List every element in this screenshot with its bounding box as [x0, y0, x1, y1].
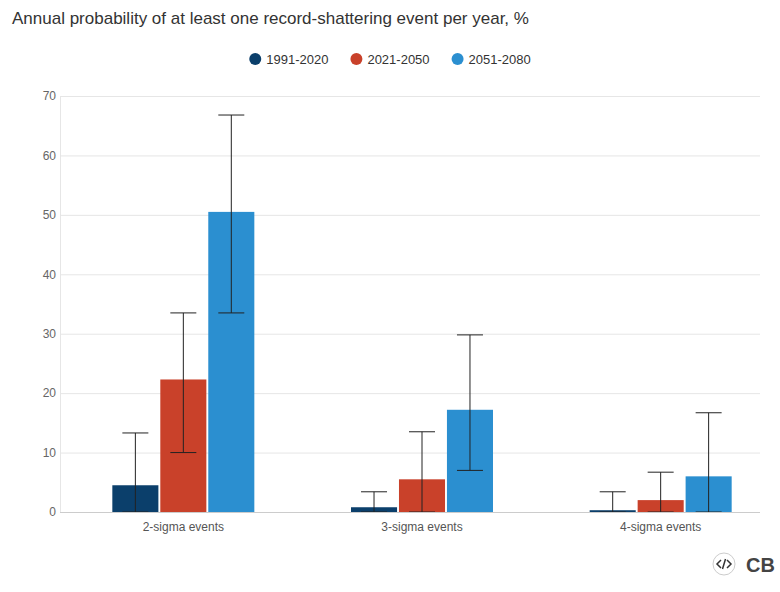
- embed-icon-glyph: [717, 559, 731, 569]
- x-axis-line: [60, 512, 760, 513]
- error-bar: [648, 472, 674, 512]
- y-tick: 10: [43, 446, 760, 460]
- error-bar: [218, 115, 244, 313]
- logo-text: CB: [746, 554, 775, 576]
- y-tick-label: 50: [43, 208, 57, 222]
- y-tick-label: 60: [43, 149, 57, 163]
- branding: CB: [713, 553, 775, 576]
- y-tick-label: 20: [43, 386, 57, 400]
- chart: Annual probability of at least one recor…: [0, 0, 780, 592]
- y-tick-label: 30: [43, 327, 57, 341]
- grid-line: [60, 512, 760, 513]
- y-tick-label: 0: [49, 505, 56, 519]
- error-bar: [457, 335, 483, 470]
- error-bar: [696, 413, 722, 512]
- x-tick-label: 2-sigma events: [143, 520, 224, 534]
- error-bar: [409, 432, 435, 512]
- grid-line: [60, 334, 760, 335]
- x-tick: 2-sigma events: [143, 512, 224, 534]
- y-tick-label: 70: [43, 89, 57, 103]
- y-tick: 20: [43, 386, 760, 400]
- x-tick-label: 4-sigma events: [620, 520, 701, 534]
- legend-item: 1991-2020: [249, 52, 328, 67]
- series: [208, 115, 731, 512]
- legend-label: 2021-2050: [367, 52, 429, 67]
- legend-item: 2021-2050: [350, 52, 429, 67]
- legend-item: 2051-2080: [452, 52, 531, 67]
- plot-area: [112, 115, 731, 512]
- error-bar: [361, 492, 387, 512]
- y-tick: 60: [43, 149, 760, 163]
- embed-icon: [713, 553, 735, 575]
- legend-swatch: [452, 53, 464, 65]
- y-tick: 30: [43, 327, 760, 341]
- y-tick: 70: [43, 89, 760, 103]
- legend-swatch: [350, 53, 362, 65]
- grid-line: [60, 96, 760, 97]
- error-bar: [600, 492, 626, 512]
- x-axis: 2-sigma events 3-sigma events 4-sigma even…: [60, 512, 760, 534]
- embed-icon-ring: [713, 553, 735, 575]
- legend-label: 1991-2020: [266, 52, 328, 67]
- y-axis-line: [60, 97, 61, 513]
- y-axis: 0 10 20 30 40 50 60 70: [43, 89, 760, 519]
- y-tick: 50: [43, 208, 760, 222]
- grid-line: [60, 274, 760, 275]
- y-tick-label: 10: [43, 446, 57, 460]
- legend-swatch: [249, 53, 261, 65]
- y-tick-label: 40: [43, 268, 57, 282]
- x-tick: 3-sigma events: [381, 512, 462, 534]
- x-tick-label: 3-sigma events: [381, 520, 462, 534]
- legend: 1991-2020 2021-2050 2051-2080: [249, 52, 531, 67]
- grid-line: [60, 215, 760, 216]
- y-tick: 40: [43, 268, 760, 282]
- legend-label: 2051-2080: [469, 52, 531, 67]
- x-tick: 4-sigma events: [620, 512, 701, 534]
- error-bar: [170, 313, 196, 453]
- title: Annual probability of at least one recor…: [12, 9, 529, 28]
- error-bar: [122, 433, 148, 512]
- grid-line: [60, 155, 760, 156]
